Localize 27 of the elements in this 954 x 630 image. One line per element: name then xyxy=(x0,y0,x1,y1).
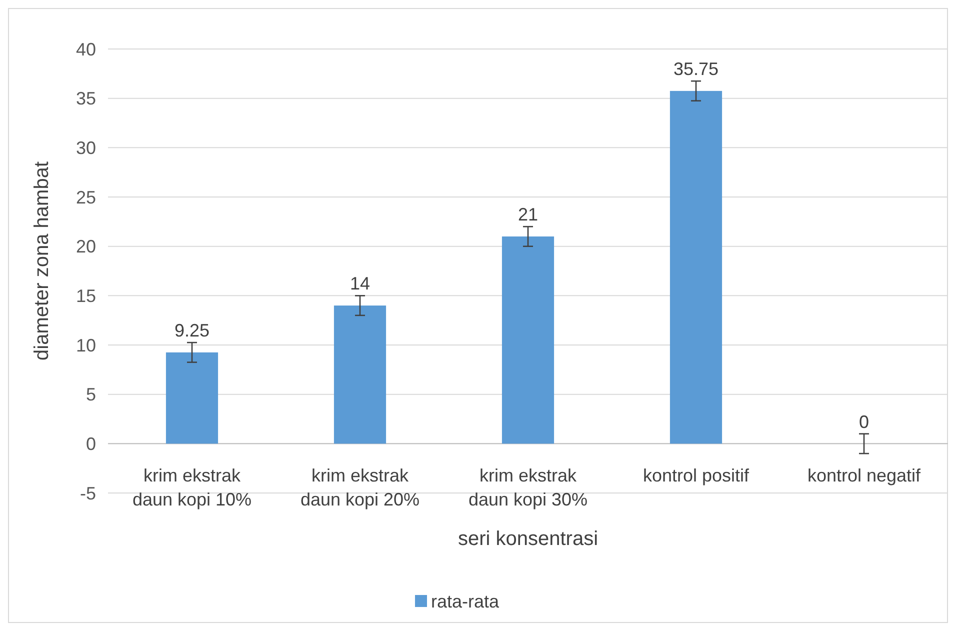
x-tick-label: krim ekstrak daun kopi 30% xyxy=(468,466,588,510)
y-tick-label: 20 xyxy=(76,236,96,257)
data-label: 14 xyxy=(350,274,370,294)
y-tick-label: 15 xyxy=(76,286,96,306)
x-tick-label: kontrol negatif xyxy=(807,466,922,486)
x-tick-label: krim ekstrak daun kopi 10% xyxy=(132,466,252,510)
y-tick-label: -5 xyxy=(80,483,96,504)
bar xyxy=(166,352,218,444)
x-tick-label: kontrol positif xyxy=(642,466,750,486)
x-axis-title: seri konsentrasi xyxy=(458,528,598,550)
y-tick-label: 40 xyxy=(76,39,96,60)
y-tick-label: 10 xyxy=(76,335,96,356)
bar xyxy=(334,306,386,444)
x-tick-label: krim ekstrak daun kopi 20% xyxy=(300,466,420,510)
y-tick-label: 5 xyxy=(86,384,96,405)
y-tick-label: 30 xyxy=(76,138,96,158)
data-label: 35.75 xyxy=(673,59,719,80)
legend-label: rata-rata xyxy=(431,591,500,612)
bar xyxy=(670,90,722,444)
bar xyxy=(502,236,554,444)
data-label: 21 xyxy=(518,204,538,225)
y-tick-label: 0 xyxy=(86,434,96,454)
data-label: 9.25 xyxy=(174,320,210,341)
y-axis-title: diameter zona hambat xyxy=(31,161,53,361)
y-tick-label: 25 xyxy=(76,187,96,208)
data-label: 0 xyxy=(858,412,870,432)
y-tick-label: 35 xyxy=(76,88,96,109)
